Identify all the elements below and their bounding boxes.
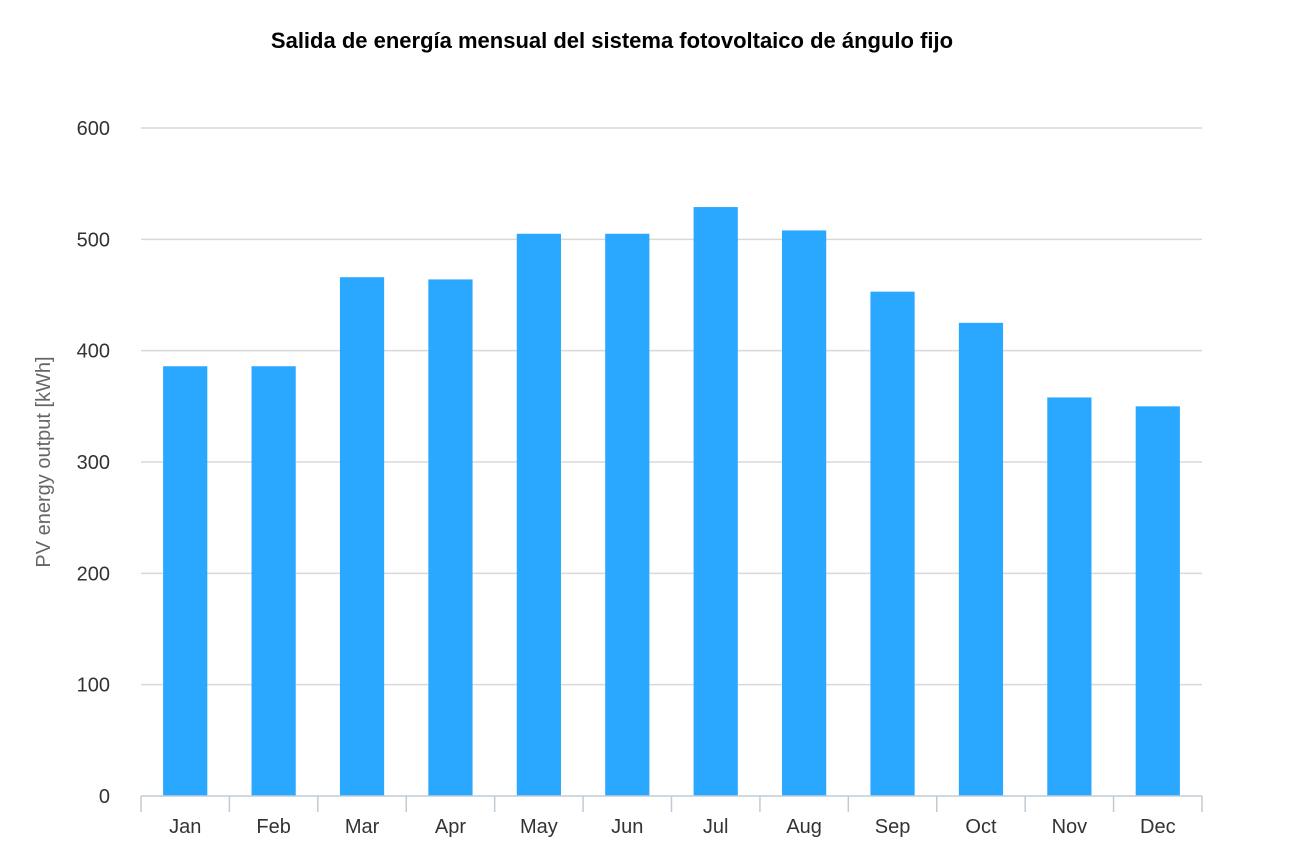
bar-may [516, 233, 561, 796]
x-tick-label-nov: Nov [1052, 816, 1088, 838]
y-axis-label: PV energy output [kWh] [33, 356, 55, 567]
y-tick-label-200: 200 [77, 563, 110, 585]
x-tick-label-feb: Feb [256, 816, 290, 838]
gridlines [141, 127, 1202, 686]
bar-sep [870, 291, 915, 796]
y-tick-label-600: 600 [77, 118, 110, 140]
bar-mar [339, 277, 385, 797]
x-tick-label-jul: Jul [703, 816, 729, 838]
x-tick-label-mar: Mar [345, 816, 380, 838]
bar-dec [1135, 406, 1180, 796]
y-tick-label-0: 0 [99, 786, 110, 808]
chart-title: Salida de energía mensual del sistema fo… [271, 28, 953, 53]
bar-jun [605, 233, 650, 796]
x-tick-label-jun: Jun [611, 816, 643, 838]
x-tick-label-apr: Apr [435, 816, 466, 838]
x-tick-label-dec: Dec [1140, 816, 1176, 838]
y-tick-label-400: 400 [77, 341, 110, 363]
x-tick-label-aug: Aug [786, 816, 822, 838]
bar-aug [782, 230, 827, 797]
y-tick-label-300: 300 [77, 452, 110, 474]
x-tick-label-sep: Sep [875, 816, 911, 838]
bar-jul [693, 207, 738, 797]
x-tick-label-may: May [520, 816, 558, 838]
bar-oct [958, 322, 1004, 796]
x-axis-ticks: Jan Feb Mar Apr May Jun Jul Aug Sep Oct Nov Dec [169, 816, 1175, 838]
x-tick-label-oct: Oct [965, 816, 997, 838]
y-axis-ticks: 0 100 200 300 400 500 600 [77, 118, 110, 808]
bar-feb [251, 366, 296, 796]
y-tick-label-100: 100 [77, 675, 110, 697]
bars [163, 207, 1180, 797]
bar-apr [428, 279, 473, 796]
bar-nov [1047, 397, 1092, 796]
x-tick-label-jan: Jan [169, 816, 201, 838]
bar-jan [163, 366, 208, 796]
y-tick-label-500: 500 [77, 229, 110, 251]
x-axis [140, 795, 1203, 812]
